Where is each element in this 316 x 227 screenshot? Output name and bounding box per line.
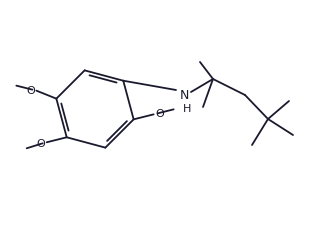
Text: H: H bbox=[183, 104, 191, 114]
Text: N: N bbox=[179, 88, 189, 101]
Text: O: O bbox=[155, 109, 164, 119]
Text: O: O bbox=[26, 85, 35, 95]
Text: O: O bbox=[36, 139, 45, 149]
